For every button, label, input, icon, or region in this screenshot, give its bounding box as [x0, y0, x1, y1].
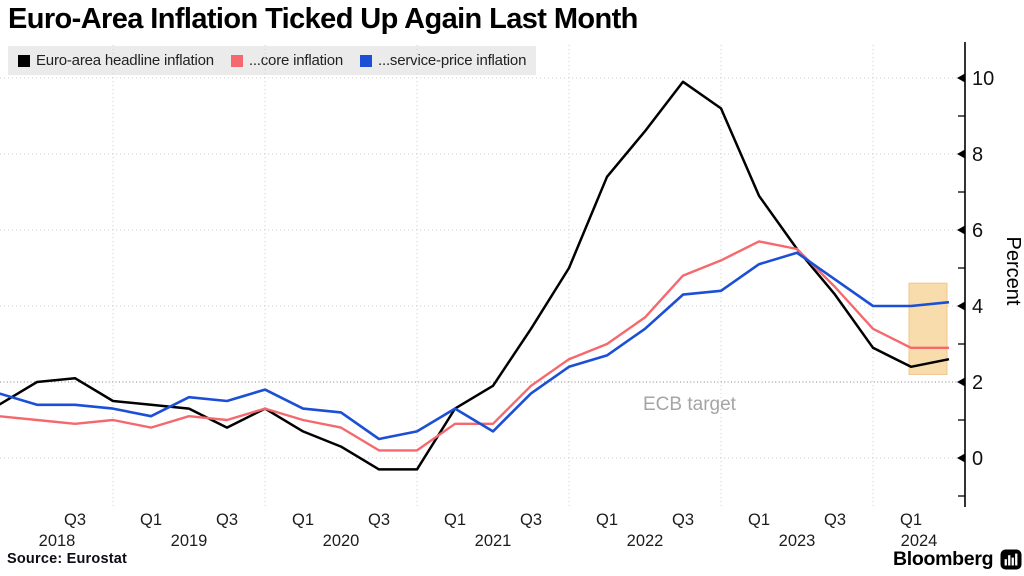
headline-series-line	[0, 80, 950, 471]
core-swatch-icon	[230, 54, 243, 67]
y-tick-label: 10	[972, 68, 994, 90]
legend-label-services: ...service-price inflation	[378, 52, 527, 69]
series-lines	[0, 80, 950, 471]
gridlines	[0, 45, 965, 508]
x-year-label: 2021	[475, 532, 512, 550]
ecb-target-label: ECB target	[643, 394, 737, 415]
x-quarter-label: Q1	[900, 511, 922, 529]
y-tick-label: 4	[972, 296, 983, 318]
x-quarter-label: Q3	[824, 511, 846, 529]
y-axis-title: Percent	[1002, 237, 1024, 306]
y-tick-label: 8	[972, 144, 983, 166]
x-quarter-label: Q3	[368, 511, 390, 529]
major-tick-arrow	[957, 301, 965, 311]
headline-swatch-icon	[18, 54, 30, 67]
x-year-label: 2022	[627, 532, 664, 550]
source-label: Source: Eurostat	[7, 551, 128, 567]
x-quarter-label: Q1	[596, 511, 618, 529]
major-tick-arrow	[957, 453, 965, 463]
bloomberg-brand: Bloomberg	[893, 548, 1022, 571]
x-year-label: 2023	[779, 532, 816, 550]
chart-legend: Euro-area headline inflation ...core inf…	[8, 46, 537, 75]
x-quarter-label: Q1	[444, 511, 466, 529]
major-tick-arrow	[957, 149, 965, 159]
x-year-label: 2019	[171, 532, 208, 550]
legend-item-headline: Euro-area headline inflation	[18, 52, 214, 69]
legend-item-services: ...service-price inflation	[360, 52, 526, 69]
x-quarter-label: Q3	[216, 511, 238, 529]
x-axis-labels: Q3 Q1 Q3 Q1 Q3 Q1 Q3 Q1 Q3 Q1 Q3 Q1 2018 2019 2020 2021…	[39, 511, 938, 550]
services-series-line	[0, 251, 950, 441]
bloomberg-terminal-icon	[1000, 549, 1022, 570]
legend-item-core: ...core inflation	[230, 52, 344, 69]
x-quarter-label: Q3	[520, 511, 542, 529]
major-tick-arrow	[957, 225, 965, 235]
major-tick-arrow	[957, 73, 965, 83]
chart-title: Euro-Area Inflation Ticked Up Again Last…	[8, 3, 638, 35]
y-tick-label: 6	[972, 220, 983, 242]
x-quarter-label: Q1	[748, 511, 770, 529]
x-year-label: 2020	[323, 532, 360, 550]
x-quarter-label: Q1	[292, 511, 314, 529]
core-series-line	[0, 240, 949, 452]
services-swatch-icon	[360, 54, 373, 67]
major-tick-arrow	[957, 377, 965, 387]
x-quarter-label: Q3	[672, 511, 694, 529]
bloomberg-wordmark: Bloomberg	[893, 548, 994, 570]
highlight-region	[908, 282, 948, 375]
x-quarter-label: Q1	[140, 511, 162, 529]
x-quarter-label: Q3	[64, 511, 86, 529]
y-tick-label: 2	[972, 372, 983, 394]
x-year-label: 2018	[39, 532, 76, 550]
legend-label-core: ...core inflation	[248, 52, 344, 69]
x-year-label: 2024	[901, 532, 938, 550]
legend-label-headline: Euro-area headline inflation	[36, 52, 214, 69]
y-tick-label: 0	[972, 448, 983, 470]
y-axis: 0 2 4 6 8 10	[957, 42, 994, 507]
